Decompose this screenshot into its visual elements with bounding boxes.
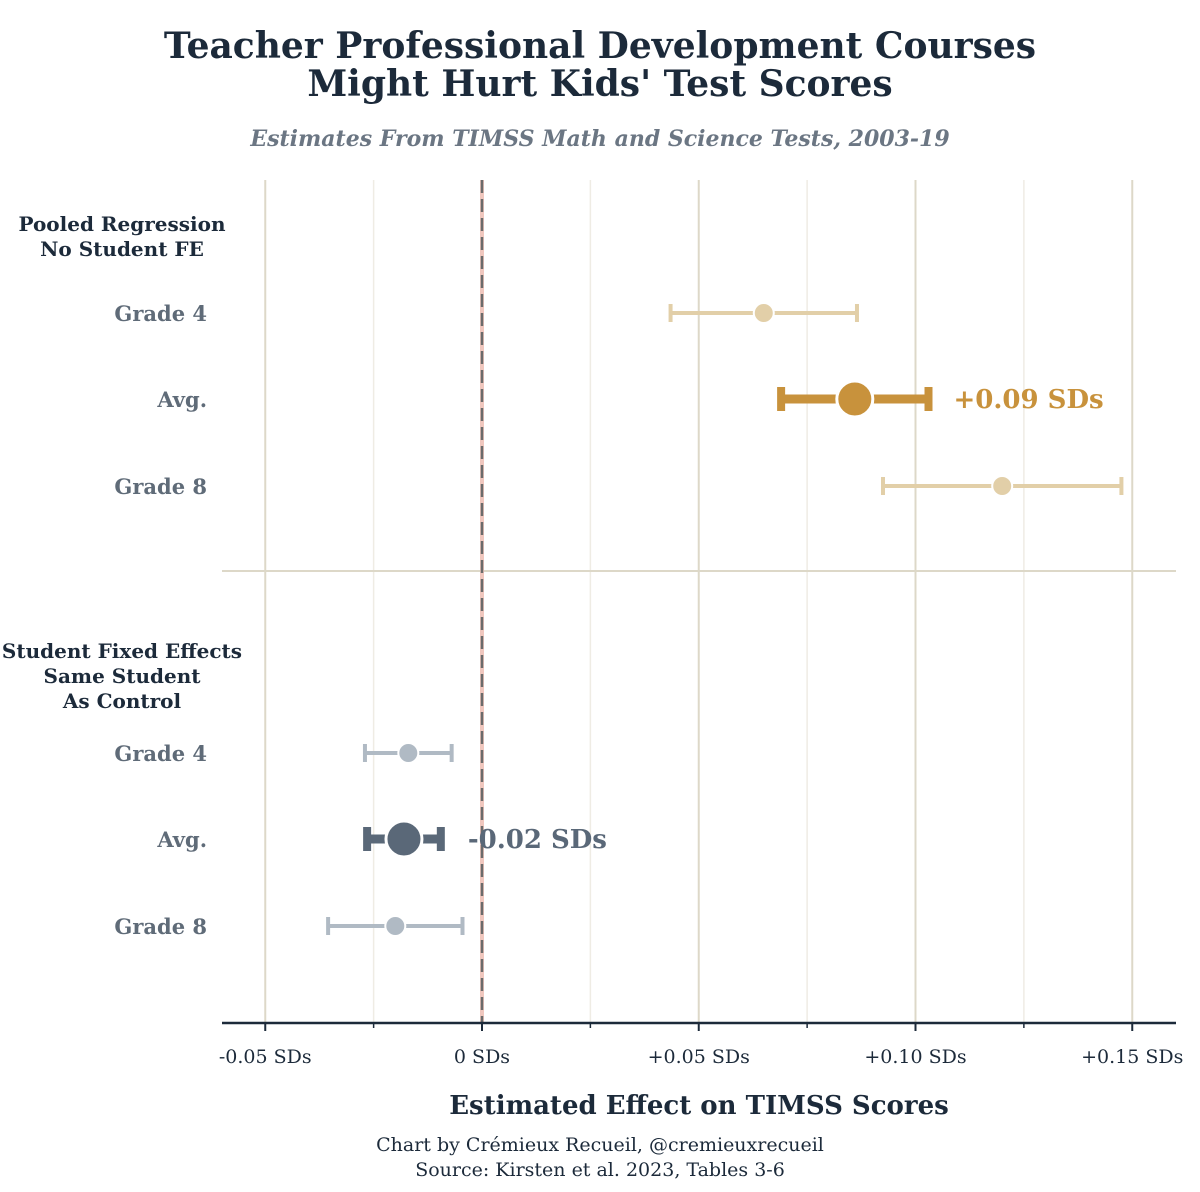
point-estimate — [835, 379, 875, 419]
row-label: Grade 4 — [114, 301, 207, 326]
x-tick-label: +0.10 SDs — [864, 1046, 966, 1068]
x-tick-label: 0 SDs — [454, 1046, 510, 1068]
point-estimate — [384, 915, 407, 937]
point-estimate — [752, 302, 775, 324]
grid-layer — [222, 180, 1176, 1023]
row-label: Avg. — [156, 387, 207, 412]
source-line: Source: Kirsten et al. 2023, Tables 3-6 — [415, 1159, 785, 1181]
point-estimate — [397, 742, 420, 764]
group-label: Student Fixed Effects — [2, 639, 242, 663]
chart-title-line-2: Might Hurt Kids' Test Scores — [307, 63, 892, 105]
chart-title-line-1: Teacher Professional Development Courses — [164, 25, 1036, 67]
x-axis-label: Estimated Effect on TIMSS Scores — [449, 1091, 949, 1121]
group-label: Pooled Regression — [18, 212, 226, 236]
row-label: Grade 4 — [114, 741, 207, 766]
group-label: As Control — [62, 689, 182, 713]
point-estimate — [991, 475, 1014, 497]
row-label: Avg. — [156, 827, 207, 852]
credit-line: Chart by Crémieux Recueil, @cremieuxrecu… — [376, 1134, 824, 1156]
x-tick-label: +0.15 SDs — [1081, 1046, 1183, 1068]
estimate-annotation: -0.02 SDs — [468, 825, 607, 855]
marks-layer — [326, 302, 1124, 937]
estimate-annotation: +0.09 SDs — [954, 385, 1104, 415]
row-label: Grade 8 — [114, 914, 207, 939]
x-tick-label: +0.05 SDs — [648, 1046, 750, 1068]
row-label: Grade 8 — [114, 474, 207, 499]
x-tick-label: -0.05 SDs — [219, 1046, 312, 1068]
group-label: No Student FE — [40, 237, 204, 261]
point-estimate — [384, 819, 424, 859]
chart-subtitle: Estimates From TIMSS Math and Science Te… — [249, 126, 949, 152]
group-label: Same Student — [44, 664, 202, 688]
text-layer: Teacher Professional Development Courses… — [2, 25, 1183, 1181]
